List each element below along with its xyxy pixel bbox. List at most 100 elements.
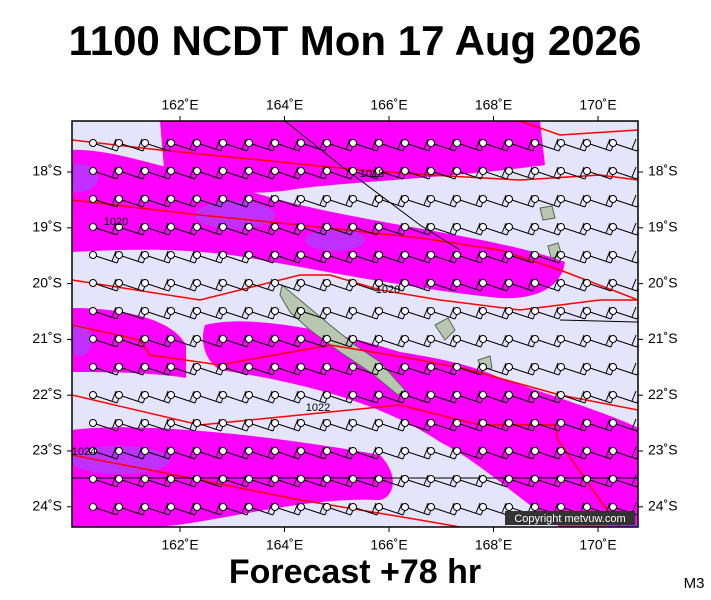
wind-barb xyxy=(271,418,304,432)
barb-staff xyxy=(381,227,404,236)
wind-barb xyxy=(557,334,590,348)
wind-barb xyxy=(609,446,638,460)
barb-staff xyxy=(303,451,326,460)
barb-station xyxy=(297,251,305,259)
barb-station xyxy=(323,223,331,231)
barb-staff xyxy=(173,311,196,320)
barb-station xyxy=(219,167,227,175)
barb-staff xyxy=(173,451,196,460)
barb-station xyxy=(401,139,409,147)
barb-staff xyxy=(407,311,430,320)
barb-tick xyxy=(631,250,637,262)
barb-station xyxy=(349,307,357,315)
barb-tick xyxy=(527,250,533,262)
barb-tick xyxy=(423,502,429,514)
barb-tick xyxy=(241,502,247,514)
barb-staff xyxy=(95,171,118,180)
barb-tick xyxy=(501,166,507,178)
barb-station xyxy=(271,363,279,371)
barb-station xyxy=(557,279,565,287)
barb-station xyxy=(427,251,435,259)
barb-staff xyxy=(459,227,482,236)
barb-station xyxy=(557,251,565,259)
barb-staff xyxy=(121,255,144,264)
barb-station xyxy=(193,167,201,175)
barb-tick xyxy=(111,446,117,458)
barb-station xyxy=(115,139,123,147)
barb-station xyxy=(297,139,305,147)
barb-station xyxy=(609,335,617,343)
barb-staff xyxy=(329,451,352,460)
barb-tick xyxy=(527,474,533,486)
barb-tick xyxy=(579,390,585,402)
barb-staff xyxy=(121,367,144,376)
barb-station xyxy=(193,195,201,203)
barb-tick xyxy=(267,362,273,374)
barb-station xyxy=(609,475,617,483)
barb-staff xyxy=(199,507,222,516)
barb-staff xyxy=(173,283,196,292)
barb-station xyxy=(531,195,539,203)
barb-tick xyxy=(163,334,169,346)
barb-staff xyxy=(433,395,456,404)
barb-tick xyxy=(579,194,585,206)
barb-staff xyxy=(173,507,196,516)
wind-barb xyxy=(115,278,148,292)
barb-staff xyxy=(381,367,404,376)
barb-station xyxy=(167,363,175,371)
barb-station xyxy=(505,447,513,455)
barb-tick xyxy=(423,250,429,262)
barb-staff xyxy=(147,171,170,180)
barb-staff xyxy=(303,339,326,348)
lat-label: 21˚S xyxy=(648,330,678,346)
lon-label: 162˚E xyxy=(161,537,198,553)
barb-station xyxy=(297,195,305,203)
barb-tick xyxy=(137,222,143,234)
barb-staff xyxy=(459,507,482,516)
barb-staff xyxy=(251,311,274,320)
lat-label: 24˚S xyxy=(32,498,62,514)
barb-station xyxy=(609,503,617,511)
barb-tick xyxy=(345,474,351,486)
barb-tick xyxy=(345,334,351,346)
barb-station xyxy=(375,139,383,147)
barb-staff xyxy=(485,311,508,320)
barb-staff xyxy=(615,283,638,292)
barb-staff xyxy=(251,227,274,236)
barb-tick xyxy=(371,418,377,430)
barb-station xyxy=(401,251,409,259)
barb-tick xyxy=(189,222,195,234)
barb-tick xyxy=(137,390,143,402)
barb-tick xyxy=(475,418,481,430)
barb-tick xyxy=(631,194,637,206)
barb-staff xyxy=(615,227,638,236)
barb-station xyxy=(167,391,175,399)
barb-staff xyxy=(511,199,534,208)
barb-staff xyxy=(563,479,586,488)
barb-tick xyxy=(319,502,325,514)
barb-staff xyxy=(589,143,612,152)
lat-label: 20˚S xyxy=(32,274,62,290)
barb-staff xyxy=(355,143,378,152)
barb-tick xyxy=(293,306,299,318)
barb-tick xyxy=(111,250,117,262)
barb-station xyxy=(271,279,279,287)
barb-tick xyxy=(345,446,351,458)
barb-tick xyxy=(293,418,299,430)
barb-staff xyxy=(329,255,352,264)
barb-staff xyxy=(329,339,352,348)
barb-station xyxy=(479,167,487,175)
barb-station xyxy=(297,363,305,371)
barb-tick xyxy=(267,278,273,290)
barb-staff xyxy=(329,311,352,320)
barb-station xyxy=(505,167,513,175)
barb-tick xyxy=(527,222,533,234)
barb-tick xyxy=(319,194,325,206)
barb-station xyxy=(557,447,565,455)
wind-barb xyxy=(609,166,638,180)
barb-station xyxy=(271,167,279,175)
barb-staff xyxy=(251,479,274,488)
lat-label: 21˚S xyxy=(32,330,62,346)
barb-tick xyxy=(449,334,455,346)
barb-staff xyxy=(381,423,404,432)
